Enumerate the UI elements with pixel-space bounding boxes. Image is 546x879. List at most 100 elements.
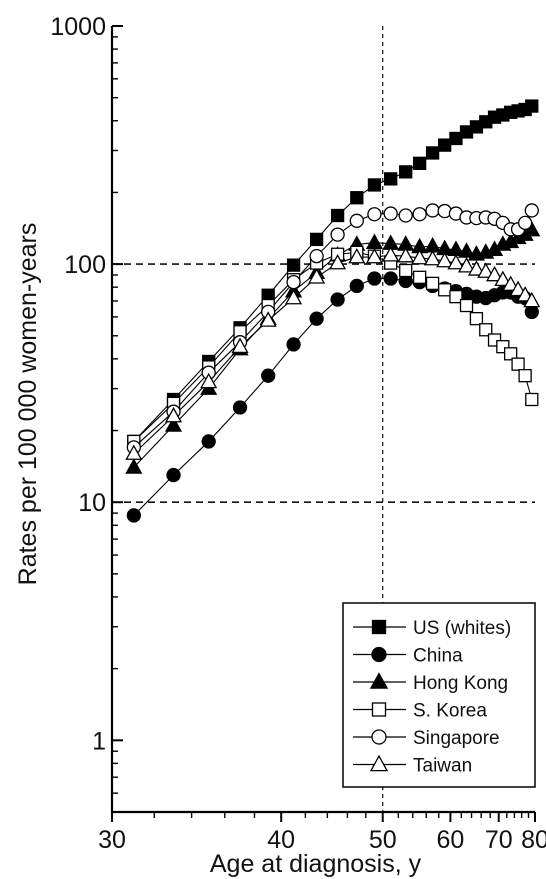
data-point [309,311,324,326]
data-point [399,165,413,179]
data-point [285,288,303,305]
legend-item: China [353,646,463,667]
data-point [524,203,539,218]
data-point [200,372,218,389]
series-markers-group [125,246,541,460]
legend-label: Hong Kong [413,673,508,694]
data-point [467,260,485,276]
data-point [384,172,398,186]
y-axis-label: Rates per 100 000 women-years [14,223,42,586]
legend-item: Singapore [353,728,500,749]
data-point [504,347,518,361]
data-point [367,271,382,286]
data-point [232,400,248,415]
data-point [126,508,141,523]
y-tick-label: 1 [92,727,106,755]
data-point [412,270,427,284]
data-point [438,138,452,152]
data-point [308,268,326,284]
legend-marker [371,619,387,635]
legend-item: Taiwan [353,754,472,777]
data-point [259,311,277,327]
data-point [164,416,183,432]
data-point [525,392,539,407]
data-point [524,304,539,320]
data-point [261,368,276,383]
x-axis-label: Age at diagnosis, y [210,850,422,878]
data-point [424,249,442,266]
data-point [329,253,347,270]
legend-marker [371,729,387,745]
data-point [125,444,143,460]
data-point [502,275,520,291]
legend-label: China [413,646,463,667]
data-point [397,246,415,263]
data-point [477,262,495,278]
data-point [330,227,345,242]
data-point [164,406,183,423]
data-point [518,369,532,383]
x-tick-label: 60 [436,826,464,854]
data-point [525,99,539,113]
data-point [350,191,364,205]
data-point [425,146,440,160]
data-point [349,278,364,294]
data-point [286,274,301,290]
legend-marker [369,754,389,772]
legend-item: S. Korea [353,701,487,722]
data-point [330,208,345,223]
data-point [330,292,345,307]
data-point [447,253,465,270]
data-point [286,337,301,352]
data-point [399,263,413,278]
legend-label: Taiwan [413,756,472,777]
legend-item: US (whites) [353,618,511,639]
data-point [349,213,364,228]
data-point [523,291,541,308]
data-point [485,265,504,282]
data-point [309,232,324,247]
data-point [309,248,324,264]
axes: 1 10 100 1000 30 40 50 60 70 80 Age at diagnosis, … [14,13,546,878]
x-tick-label: 40 [267,826,295,854]
data-point [383,271,398,286]
data-point [365,247,383,264]
data-point [449,290,463,304]
data-point [412,156,427,170]
legend-marker [371,702,387,717]
data-point [517,215,533,231]
data-point [125,458,143,474]
data-point [412,207,427,222]
series-markers-group [126,203,539,455]
y-tick-label: 1000 [50,13,106,41]
x-tick-label: 80 [521,826,546,854]
data-point [411,248,429,265]
data-point [367,207,382,222]
data-point [469,312,484,326]
legend-marker [369,672,389,689]
data-point [425,276,440,291]
legend-label: Singapore [413,728,500,749]
data-point [367,178,382,192]
data-point [348,247,366,264]
data-point [425,203,440,218]
data-point [166,467,181,483]
data-point [383,206,398,221]
data-point [438,283,452,297]
legend-label: S. Korea [413,701,487,722]
data-point [382,246,400,262]
data-point [398,208,413,223]
y-tick-label: 100 [64,251,106,279]
data-point [436,251,454,268]
legend-label: US (whites) [413,618,511,639]
y-tick-label: 10 [78,489,106,517]
data-point [457,257,476,273]
data-point [511,357,525,371]
data-point [201,434,216,449]
data-point [459,298,474,313]
legend-item: Hong Kong [353,672,508,694]
data-point [286,258,301,272]
legend-marker [371,646,387,663]
